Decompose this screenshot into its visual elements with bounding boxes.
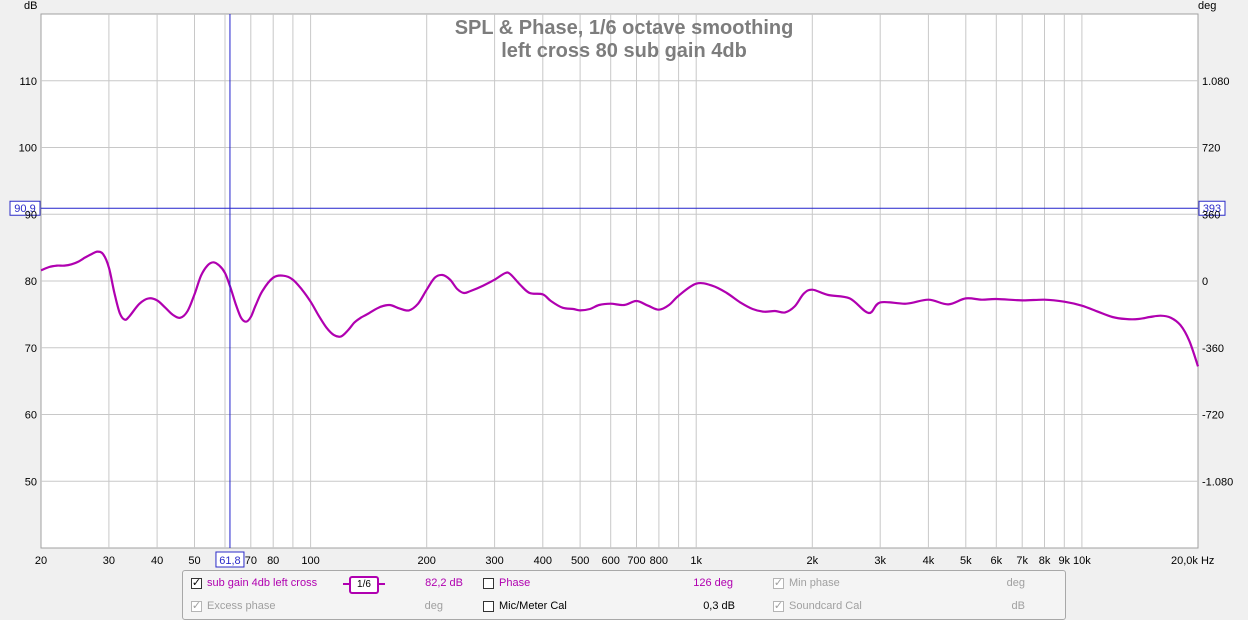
y-tick-label: 60 [25,410,37,422]
phase-checkbox[interactable] [483,577,494,589]
legend-min-phase-item[interactable]: ✓ Min phase [773,575,840,591]
grid-lines [41,14,1198,548]
y2-tick-label: 720 [1202,143,1220,155]
soundcard-cal-label: Soundcard Cal [789,600,862,612]
x-tick-label: 50 [188,555,200,567]
x-tick-label: 5k [960,555,972,567]
x-tick-label: 10k [1073,555,1091,567]
y-tick-label: 80 [25,276,37,288]
soundcard-cal-checkbox[interactable]: ✓ [773,599,784,612]
mic-cal-value: 0,3 dB [703,600,735,612]
excess-phase-value: deg [424,600,443,612]
series-line-spl[interactable] [40,250,1200,367]
cursor-y-label-box [9,200,41,216]
legend-phase-item[interactable]: Phase [483,575,530,591]
x-tick-label: 600 [601,555,619,567]
legend-sub-item[interactable]: ✓ sub gain 4db left cross [191,575,317,591]
mic-cal-checkbox[interactable] [483,600,494,612]
smoothing-badge[interactable]: 1/6 [349,576,379,594]
x-tick-label: 20,0k Hz [1171,555,1214,567]
cursor-x-label-box [215,551,245,568]
x-tick-label: 70 [245,555,257,567]
y2-tick-label: 360 [1202,209,1220,221]
x-tick-label: 7k [1016,555,1028,567]
min-phase-value: deg [1006,577,1025,589]
x-tick-label: 2k [807,555,819,567]
sub-checkbox[interactable]: ✓ [191,576,202,589]
cursor-y2-label: 393 [1203,203,1221,215]
x-tick-label: 400 [534,555,552,567]
legend-panel: ✓ sub gain 4db left cross 1/6 82,2 dB Ph… [182,570,1066,620]
y2-axis-label: deg [1198,0,1216,12]
y-tick-label: 110 [19,76,37,88]
y2-tick-label: 1.080 [1202,76,1230,88]
x-tick-label: 500 [571,555,589,567]
x-tick-label: 3k [874,555,886,567]
cursor-y-label: 90,9 [14,203,35,215]
y2-tick-label: -1.080 [1202,476,1233,488]
excess-phase-checkbox[interactable]: ✓ [191,599,202,612]
cursor-layer: 90,9 393 61,8 [9,14,1226,568]
y-tick-label: 100 [19,143,37,155]
x-tick-label: 6k [991,555,1003,567]
y-tick-label: 50 [25,476,37,488]
y-tick-label: 70 [25,343,37,355]
x-tick-label: 20 [35,555,47,567]
chart-title: SPL & Phase, 1/6 octave smoothing [455,17,794,39]
excess-phase-label: Excess phase [207,600,276,612]
soundcard-cal-value: dB [1011,600,1025,612]
y-axis-label: dB [24,0,37,12]
legend-soundcard-cal-item[interactable]: ✓ Soundcard Cal [773,598,862,614]
x-tick-label: 700 [627,555,645,567]
mic-cal-label: Mic/Meter Cal [499,600,567,612]
phase-value: 126 deg [693,577,733,589]
x-tick-label: 8k [1039,555,1051,567]
sub-label: sub gain 4db left cross [207,577,318,589]
y2-tick-label: -720 [1202,410,1224,422]
legend-mic-cal-item[interactable]: Mic/Meter Cal [483,598,567,614]
min-phase-checkbox[interactable]: ✓ [773,576,784,589]
x-tick-label: 1k [690,555,702,567]
sub-value: 82,2 dB [425,577,463,589]
x-tick-label: 80 [267,555,279,567]
x-tick-label: 9k [1058,555,1070,567]
smoothing-stub-right [379,583,385,585]
chart-subtitle: left cross 80 sub gain 4db [501,40,747,62]
series-layer [40,250,1200,367]
smoothing-stub-left [343,583,349,585]
x-tick-label: 100 [301,555,319,567]
x-tick-label: 300 [485,555,503,567]
x-tick-label: 800 [650,555,668,567]
cursor-x-label: 61,8 [219,555,240,567]
y2-tick-label: 0 [1202,276,1208,288]
phase-label: Phase [499,577,531,589]
legend-excess-phase-item[interactable]: ✓ Excess phase [191,598,275,614]
y2-tick-label: -360 [1202,343,1224,355]
y-tick-label: 90 [25,209,37,221]
cursor-y2-label-box [1198,200,1226,216]
tick-labels: 20 30 40 50 70 80 100 200 300 400 500 600 700 800 1k 2k… [19,76,1234,567]
x-tick-label: 30 [103,555,115,567]
x-tick-label: 200 [417,555,435,567]
min-phase-label: Min phase [789,577,840,589]
x-tick-label: 4k [923,555,935,567]
x-tick-label: 40 [151,555,163,567]
